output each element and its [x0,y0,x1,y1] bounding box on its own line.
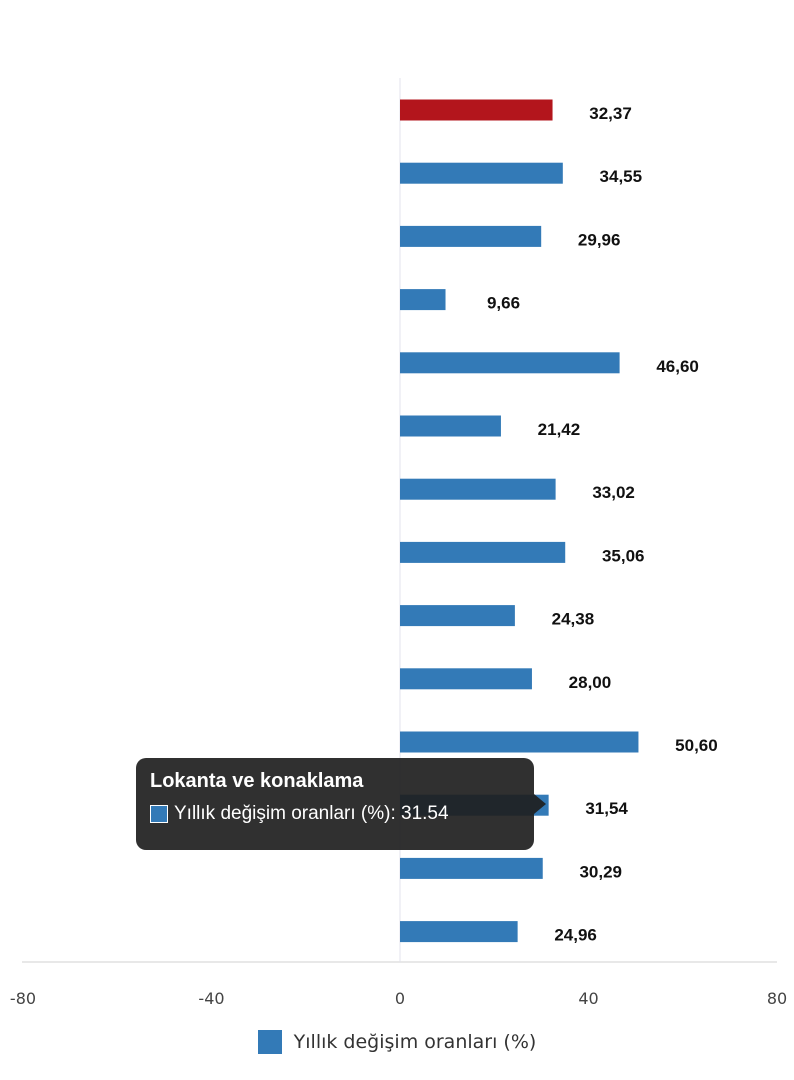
bar-value-label-2: 29,96 [578,230,621,249]
bar-7[interactable] [400,541,566,563]
bars-group [400,99,639,943]
bar-value-label-0: 32,37 [589,104,632,123]
bar-5[interactable] [400,415,501,437]
bar-value-label-3: 9,66 [487,294,520,313]
bar-6[interactable] [400,478,556,500]
bar-value-label-5: 21,42 [538,420,581,439]
x-tick-label-0: -80 [10,989,36,1008]
bar-value-label-6: 33,02 [592,483,635,502]
x-tick-label-4: 80 [767,989,787,1008]
x-ticks-group: -80 -40 0 40 80 [10,989,787,1008]
bar-value-label-9: 28,00 [569,673,612,692]
bar-13[interactable] [400,921,518,943]
bar-1[interactable] [400,162,563,184]
bar-value-label-13: 24,96 [554,926,597,945]
tooltip-text: Yıllık değişim oranları (%): 31.54 [174,803,449,824]
bar-12[interactable] [400,857,543,879]
bar-8[interactable] [400,605,515,627]
tooltip-row: Yıllık değişim oranları (%): 31.54 [150,803,520,825]
bar-value-label-7: 35,06 [602,546,645,565]
bar-value-label-11: 31,54 [585,799,628,818]
bar-value-label-8: 24,38 [552,610,595,629]
tooltip: Lokanta ve konaklama Yıllık değişim oran… [136,758,546,850]
bar-value-label-4: 46,60 [656,357,699,376]
bar-value-label-12: 30,29 [579,862,622,881]
bar-4[interactable] [400,352,620,374]
bar-3[interactable] [400,289,446,311]
tooltip-swatch [150,805,168,823]
bar-2[interactable] [400,225,542,247]
x-tick-label-2: 0 [395,989,405,1008]
bar-value-label-1: 34,55 [600,167,643,186]
bar-value-label-10: 50,60 [675,736,718,755]
x-tick-label-3: 40 [578,989,598,1008]
bar-chart: 32,37 34,55 29,96 9,66 46,60 21,42 33,02 35,06 2… [10,78,787,1008]
bar-0[interactable] [400,99,553,121]
x-tick-label-1: -40 [198,989,224,1008]
bar-10[interactable] [400,731,639,753]
tooltip-arrow [534,794,546,814]
legend-label: Yıllık değişim oranları (%) [293,1031,537,1053]
legend[interactable]: Yıllık değişim oranları (%) [0,1030,794,1054]
value-labels-group: 32,37 34,55 29,96 9,66 46,60 21,42 33,02 35,06 2… [487,104,718,945]
bar-9[interactable] [400,668,532,690]
legend-swatch [257,1030,282,1054]
tooltip-title: Lokanta ve konaklama [150,770,364,792]
